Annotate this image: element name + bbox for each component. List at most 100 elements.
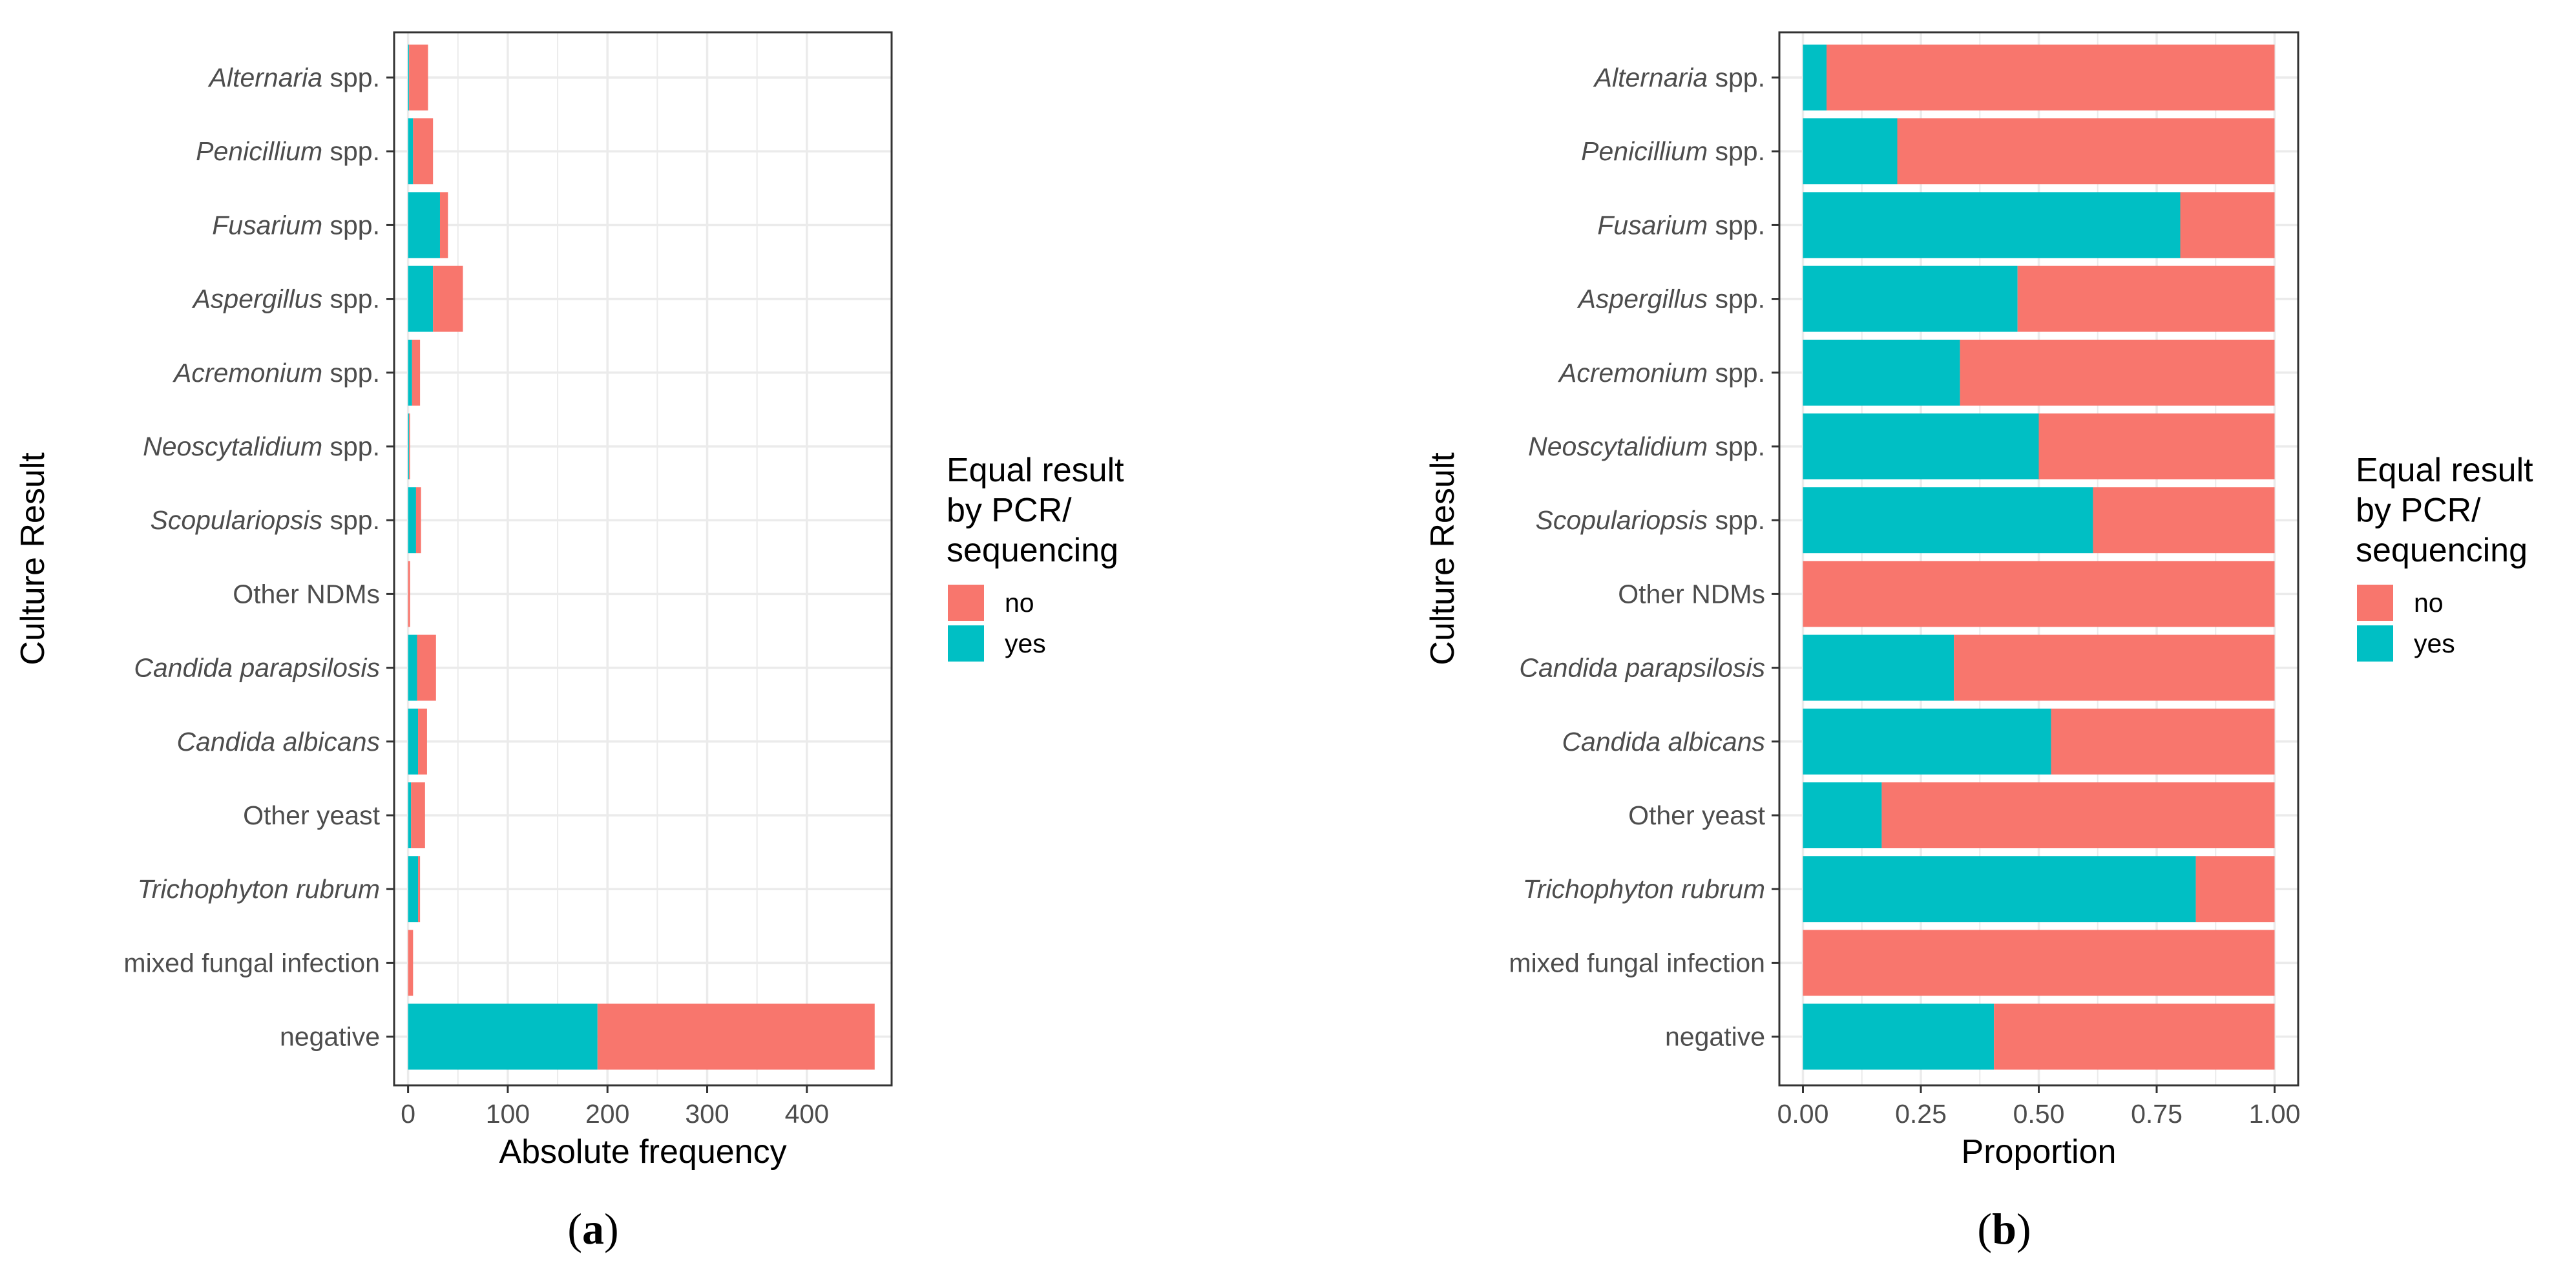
legend-label-no: no <box>2414 588 2444 618</box>
bar-no <box>413 118 434 185</box>
bar-yes <box>1803 487 2093 554</box>
bar-no <box>412 339 421 406</box>
y-tick-label: Penicillium spp. <box>1581 136 1765 166</box>
y-tick-label-suffix: spp. <box>322 63 380 92</box>
x-tick-label: 0.50 <box>2013 1099 2065 1129</box>
x-tick-label: 0.25 <box>1895 1099 1947 1129</box>
y-tick-label: Candida albicans <box>176 727 380 757</box>
y-tick-label-suffix: spp. <box>1708 358 1765 388</box>
y-tick-label-italic: Trichophyton rubrum <box>1523 874 1765 904</box>
y-tick-label: Neoscytalidium spp. <box>143 432 380 461</box>
bar-no <box>1897 118 2275 185</box>
y-tick-label: Candida parapsilosis <box>134 653 380 683</box>
y-tick-label: Acremonium spp. <box>172 358 380 388</box>
y-tick-label-italic: Candida parapsilosis <box>1519 653 1765 683</box>
bar-no <box>418 856 421 923</box>
panel-label-paren: ) <box>604 1204 619 1253</box>
bar-yes <box>1803 856 2196 923</box>
x-tick-label: 1.00 <box>2249 1099 2301 1129</box>
bar-no <box>409 45 428 110</box>
y-tick-label-italic: Scopulariopsis <box>150 505 322 535</box>
bar-yes <box>1803 1003 1995 1070</box>
bar-yes <box>1803 118 1898 185</box>
y-tick-label: Aspergillus spp. <box>1576 284 1765 314</box>
bar-yes <box>408 118 414 185</box>
x-tick-label: 200 <box>585 1099 629 1129</box>
bar-no <box>1827 45 2275 110</box>
y-tick-label-italic: Aspergillus <box>1576 284 1708 314</box>
bar-no <box>418 708 427 775</box>
y-tick-label-italic: Aspergillus <box>191 284 323 314</box>
y-tick-label-suffix: spp. <box>1708 432 1765 461</box>
bar-yes <box>408 782 412 848</box>
panel-border <box>393 31 893 1087</box>
legend-title-line: sequencing <box>947 532 1118 569</box>
y-tick-label-suffix: spp. <box>322 505 380 535</box>
panel-label-paren: ( <box>567 1204 582 1253</box>
legend-label-no: no <box>1005 588 1034 618</box>
x-axis-title: Proportion <box>1962 1133 2117 1171</box>
x-tick-label: 0 <box>401 1099 415 1129</box>
y-tick-label-italic: Candida albicans <box>176 727 380 757</box>
y-tick-label-suffix: spp. <box>1708 284 1765 314</box>
y-tick-label-italic: Candida parapsilosis <box>134 653 380 683</box>
y-tick-label-italic: Fusarium <box>1597 210 1708 240</box>
bar-yes <box>408 1003 598 1070</box>
x-tick-label: 0.00 <box>1777 1099 1829 1129</box>
y-tick-label-suffix: spp. <box>1708 136 1765 166</box>
bar-no <box>2093 487 2275 554</box>
y-tick-label-italic: Scopulariopsis <box>1535 505 1708 535</box>
y-axis-title: Culture Result <box>14 452 52 665</box>
panel-label-paren: ) <box>2016 1204 2031 1253</box>
bar-yes <box>408 634 417 701</box>
bar-yes <box>1803 413 2039 479</box>
y-tick-label-suffix: spp. <box>322 210 380 240</box>
legend-swatch-no <box>2357 585 2393 621</box>
bar-no <box>408 561 410 627</box>
panel-label: (a) <box>567 1204 618 1253</box>
bar-no <box>597 1003 875 1070</box>
y-tick-label: Other NDMs <box>1618 579 1765 609</box>
y-tick-label: Aspergillus spp. <box>191 284 380 314</box>
x-axis-title: Absolute frequency <box>499 1133 786 1171</box>
y-tick-label: Scopulariopsis spp. <box>150 505 380 535</box>
bar-no <box>439 192 448 258</box>
x-tick-label: 400 <box>785 1099 829 1129</box>
y-tick-label-italic: Alternaria <box>207 63 322 92</box>
bar-yes <box>1803 45 1827 110</box>
y-tick-label-italic: Penicillium <box>1581 136 1708 166</box>
y-tick-label-italic: Acremonium <box>1557 358 1708 388</box>
y-tick-label-italic: Neoscytalidium <box>143 432 322 461</box>
bar-no <box>433 266 463 332</box>
bar-no <box>408 930 414 996</box>
legend-title-line: Equal result <box>2356 452 2533 489</box>
legend-swatch-yes <box>948 625 984 662</box>
y-tick-label: Other yeast <box>1628 800 1766 830</box>
bar-no <box>409 413 410 479</box>
y-tick-label-italic: Candida albicans <box>1562 727 1765 757</box>
bar-yes <box>408 45 410 110</box>
panel-label-letter: a <box>582 1204 604 1253</box>
y-tick-label-suffix: spp. <box>322 358 380 388</box>
bar-yes <box>408 708 419 775</box>
y-tick-label-suffix: spp. <box>322 136 380 166</box>
bar-yes <box>1803 782 1882 848</box>
bar-yes <box>1803 339 1960 406</box>
y-tick-label-italic: Neoscytalidium <box>1528 432 1708 461</box>
y-tick-label: Fusarium spp. <box>212 210 380 240</box>
y-tick-label: mixed fungal infection <box>1509 948 1765 977</box>
bar-no <box>2038 413 2275 479</box>
panel-label-paren: ( <box>1977 1204 1992 1253</box>
legend-label-yes: yes <box>1005 629 1046 658</box>
bar-yes <box>408 413 410 479</box>
bar-yes <box>408 266 434 332</box>
y-tick-label: Scopulariopsis spp. <box>1535 505 1765 535</box>
y-tick-label-suffix: spp. <box>322 432 380 461</box>
y-tick-label-italic: Acremonium <box>172 358 322 388</box>
y-tick-label: Neoscytalidium spp. <box>1528 432 1765 461</box>
panel-b: Alternaria spp.Penicillium spp.Fusarium … <box>1424 31 2533 1253</box>
y-tick-label: Trichophyton rubrum <box>1523 874 1765 904</box>
x-tick-label: 0.75 <box>2131 1099 2183 1129</box>
